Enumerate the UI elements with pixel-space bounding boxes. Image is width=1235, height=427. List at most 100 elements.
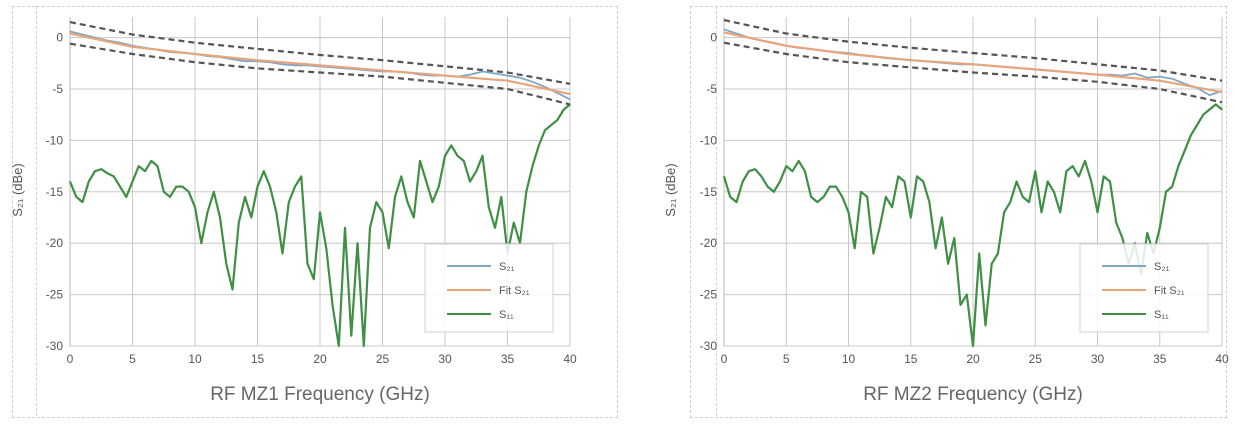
y-axis-label: S₂₁ (dBe)	[663, 163, 678, 217]
y-tick-label: -5	[706, 82, 717, 96]
data-point-s11	[350, 335, 352, 337]
data-point-s11	[1040, 211, 1043, 213]
data-point-s11	[1202, 114, 1204, 116]
data-point-s11	[1059, 211, 1061, 213]
data-point-s11	[1028, 201, 1030, 203]
data-point-s11	[275, 211, 277, 213]
data-point-s11	[388, 247, 390, 249]
data-point-s11	[742, 180, 744, 183]
data-point-s11	[488, 206, 490, 208]
data-point-s11	[997, 252, 999, 255]
data-point-s11	[356, 242, 359, 244]
data-point-s21	[556, 92, 559, 94]
y-tick-label: -15	[46, 185, 64, 199]
data-point-s11	[450, 144, 452, 147]
data-point-s11	[1103, 175, 1105, 177]
data-point-s11	[1134, 242, 1136, 244]
data-point-s11	[563, 108, 565, 111]
data-point-s21	[294, 64, 296, 66]
data-point-s11	[344, 227, 346, 229]
data-point-s11	[860, 191, 862, 193]
data-point-s11	[766, 186, 769, 188]
data-point-s11	[481, 155, 484, 157]
y-axis-label: S₂₁ (dBe)	[10, 163, 25, 217]
data-point-s11	[1190, 134, 1192, 136]
data-point-s11	[369, 227, 371, 229]
x-tick-label: 30	[438, 352, 452, 366]
y-tick-label: -15	[700, 185, 718, 199]
data-point-s11	[463, 160, 465, 162]
data-point-fit	[319, 64, 321, 66]
data-point-s21	[69, 30, 71, 32]
data-point-s11	[1184, 150, 1186, 152]
upper-bound-line	[723, 19, 1223, 82]
data-point-s11	[804, 170, 806, 172]
data-point-s11	[872, 252, 875, 255]
data-point-s11	[729, 196, 731, 198]
data-point-s11	[244, 196, 246, 198]
data-point-s11	[1215, 103, 1217, 105]
data-point-s11	[829, 186, 831, 188]
data-point-s11	[798, 160, 800, 162]
data-point-s11	[723, 175, 725, 177]
data-point-s11	[1047, 180, 1049, 183]
data-point-s11	[263, 170, 265, 172]
data-point-s11	[281, 252, 284, 255]
data-point-s11	[1084, 160, 1086, 162]
lower-bound-line	[723, 41, 1223, 104]
data-point-s11	[984, 324, 987, 327]
data-point-s21	[281, 63, 284, 65]
data-point-fit	[910, 59, 912, 61]
data-point-s21	[1121, 75, 1123, 77]
data-point-s11	[100, 168, 102, 170]
data-point-s11	[885, 196, 887, 198]
data-point-s11	[1171, 186, 1173, 188]
data-point-s11	[550, 124, 552, 126]
data-point-s11	[991, 263, 993, 265]
data-point-fit	[785, 45, 787, 47]
data-point-s11	[394, 196, 396, 198]
data-point-s21	[735, 32, 738, 35]
data-point-s11	[748, 170, 750, 172]
x-tick-label: 10	[842, 352, 856, 366]
panel-frame-left	[12, 6, 618, 418]
data-point-s11	[119, 186, 121, 188]
y-tick-label: -20	[700, 236, 718, 250]
lower-bound-line	[69, 42, 571, 106]
data-point-s21	[506, 75, 509, 77]
data-point-s11	[406, 201, 409, 203]
data-point-s11	[413, 216, 415, 219]
x-tick-label: 35	[501, 352, 515, 366]
data-point-s11	[219, 216, 221, 219]
data-point-s11	[1115, 222, 1117, 224]
data-point-s11	[88, 180, 90, 183]
data-point-s11	[538, 144, 540, 147]
x-tick-label: 25	[376, 352, 390, 366]
data-point-s11	[791, 170, 794, 172]
data-point-s11	[1065, 170, 1067, 172]
data-point-s11	[75, 196, 77, 198]
x-tick-label: 20	[313, 352, 327, 366]
data-point-s11	[188, 191, 190, 193]
data-point-s21	[544, 86, 546, 88]
data-point-s11	[319, 211, 321, 213]
data-point-s11	[250, 216, 252, 219]
x-tick-label: 10	[188, 352, 202, 366]
data-point-s11	[1003, 211, 1005, 213]
data-point-s11	[525, 191, 527, 193]
data-point-fit	[847, 53, 850, 55]
data-point-s11	[1221, 108, 1223, 111]
data-point-s11	[910, 216, 912, 219]
data-point-fit	[723, 31, 725, 34]
data-point-s11	[941, 216, 943, 219]
data-point-s11	[331, 304, 334, 306]
data-point-fit	[69, 32, 71, 35]
x-tick-label: 15	[904, 352, 918, 366]
panel-frame-right	[690, 6, 1227, 418]
chart-panel-1: 0 5 10 15 20 25 30 35 40 0 -5 -10 -15 -20 -25 -30 S₂₁ (d…	[10, 17, 577, 405]
data-point-s11	[1208, 108, 1211, 111]
data-point-s11	[1015, 180, 1018, 183]
data-point-s21	[1159, 76, 1161, 78]
data-point-s11	[106, 172, 109, 174]
